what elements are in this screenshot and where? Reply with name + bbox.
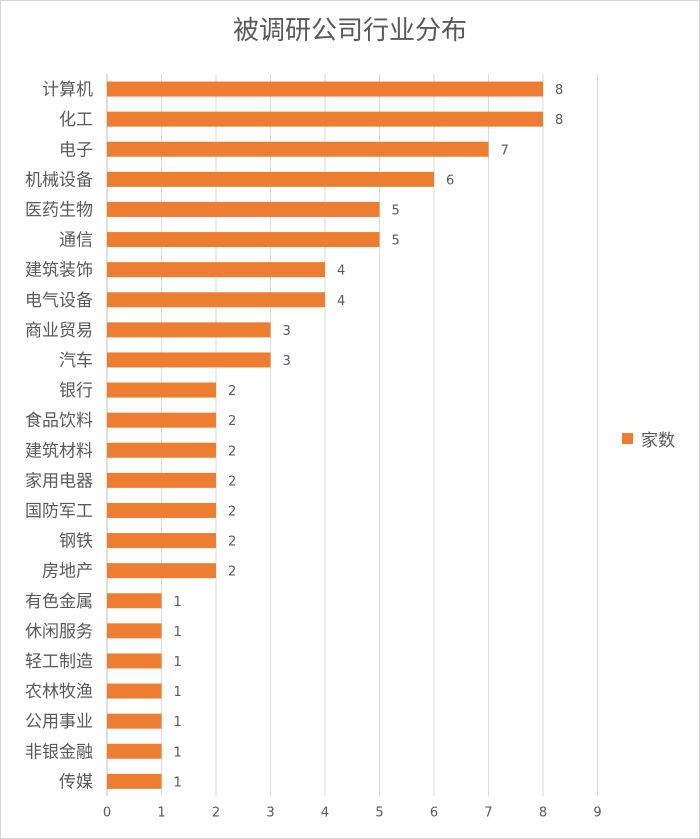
legend: 家数 — [622, 426, 675, 451]
category-label: 钢铁 — [59, 532, 93, 552]
category-label: 建筑材料 — [25, 441, 93, 461]
data-label: 1 — [174, 685, 182, 700]
data-label: 4 — [337, 294, 345, 309]
category-label: 银行 — [59, 381, 93, 401]
category-label: 医药生物 — [25, 200, 93, 220]
bar — [107, 623, 162, 639]
bar — [107, 81, 543, 97]
category-label: 机械设备 — [25, 170, 93, 190]
data-label: 7 — [501, 143, 509, 158]
bar — [107, 412, 216, 428]
data-label: 4 — [337, 264, 345, 279]
data-label: 8 — [555, 83, 563, 98]
category-label: 计算机 — [42, 80, 93, 100]
data-label: 8 — [555, 113, 563, 128]
bar — [107, 773, 162, 789]
category-label: 商业贸易 — [25, 321, 93, 341]
data-label: 2 — [228, 444, 236, 459]
x-tick-label: 2 — [212, 805, 220, 820]
bar — [107, 593, 162, 609]
category-label: 有色金属 — [25, 592, 93, 612]
category-label: 食品饮料 — [25, 411, 93, 431]
data-label: 2 — [228, 535, 236, 550]
bar — [107, 472, 216, 488]
data-label: 2 — [228, 414, 236, 429]
bar — [107, 322, 271, 338]
category-label: 非银金融 — [25, 742, 93, 762]
category-label: 通信 — [59, 231, 93, 251]
category-label: 休闲服务 — [25, 622, 93, 642]
bar — [107, 683, 162, 699]
bar — [107, 201, 380, 217]
data-label: 2 — [228, 384, 236, 399]
data-label: 1 — [174, 625, 182, 640]
data-label: 1 — [174, 775, 182, 790]
bar — [107, 502, 216, 518]
chart-title: 被调研公司行业分布 — [232, 16, 467, 46]
bar — [107, 713, 162, 729]
bar — [107, 352, 271, 368]
bar — [107, 653, 162, 669]
data-label: 5 — [392, 203, 400, 218]
bar — [107, 382, 216, 398]
data-label: 2 — [228, 504, 236, 519]
data-label: 1 — [174, 655, 182, 670]
category-label: 房地产 — [42, 562, 93, 582]
category-label: 轻工制造 — [25, 652, 93, 672]
category-label: 家用电器 — [25, 471, 93, 491]
data-label: 1 — [174, 595, 182, 610]
data-label: 5 — [392, 234, 400, 249]
category-label: 公用事业 — [25, 712, 93, 732]
x-tick-label: 4 — [321, 805, 329, 820]
x-tick-label: 1 — [157, 805, 165, 820]
data-label: 2 — [228, 474, 236, 489]
bar — [107, 533, 216, 549]
category-label: 国防军工 — [25, 501, 93, 521]
data-label: 3 — [283, 354, 291, 369]
category-label: 建筑装饰 — [25, 261, 93, 281]
data-label: 1 — [174, 745, 182, 760]
legend-label: 家数 — [641, 431, 675, 451]
bar — [107, 292, 325, 308]
bar — [107, 743, 162, 759]
data-label: 3 — [283, 324, 291, 339]
category-label: 传媒 — [59, 772, 93, 792]
x-tick-label: 6 — [430, 805, 438, 820]
bar — [107, 262, 325, 278]
category-label: 汽车 — [59, 351, 93, 371]
bar — [107, 442, 216, 458]
x-tick-label: 5 — [375, 805, 383, 820]
bar — [107, 563, 216, 579]
bar — [107, 111, 543, 127]
data-label: 1 — [174, 715, 182, 730]
x-tick-label: 0 — [103, 805, 111, 820]
data-label: 6 — [446, 173, 454, 188]
legend-swatch — [622, 433, 633, 444]
data-label: 2 — [228, 565, 236, 580]
bar — [107, 141, 489, 157]
bar — [107, 232, 380, 248]
category-label: 电气设备 — [25, 291, 93, 311]
x-tick-label: 8 — [539, 805, 547, 820]
bar — [107, 171, 434, 187]
category-label: 化工 — [59, 110, 93, 130]
category-label: 电子 — [59, 140, 93, 160]
x-tick-label: 7 — [484, 805, 492, 820]
category-label: 农林牧渔 — [25, 682, 93, 702]
x-tick-label: 9 — [593, 805, 601, 820]
x-tick-label: 3 — [266, 805, 274, 820]
